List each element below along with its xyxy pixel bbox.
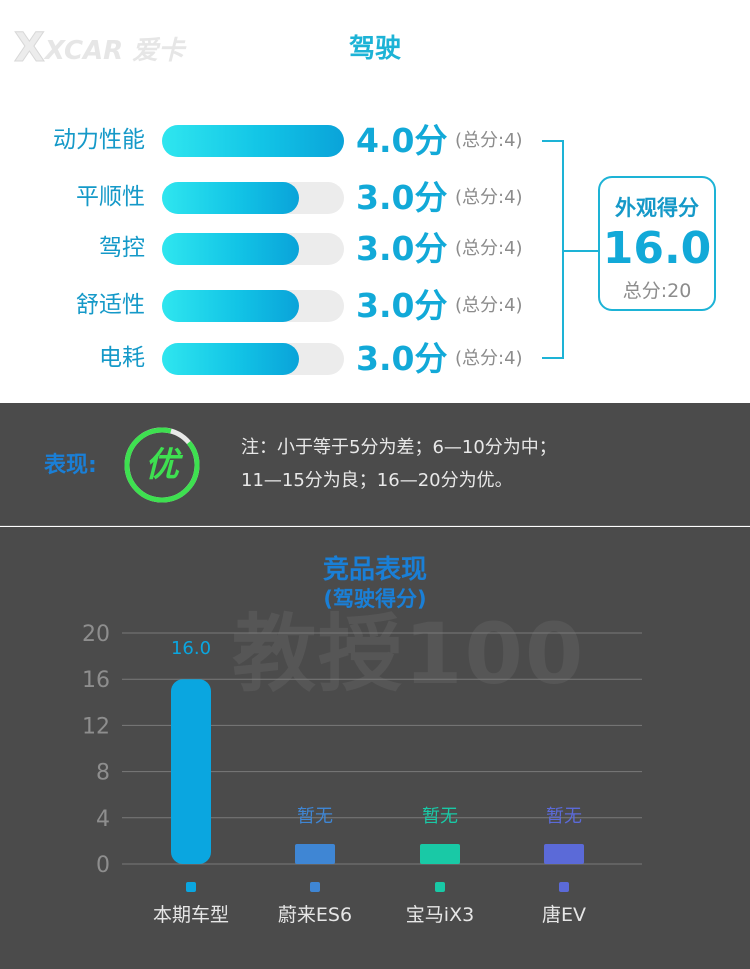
rating-bar-track [162,290,344,322]
rating-label: 舒适性 [76,292,145,318]
y-tick-label: 12 [82,714,110,739]
data-label: 16.0 [171,638,211,659]
y-tick-label: 8 [96,761,110,786]
grading-note-line2: 11—15分为良；16—20分为优。 [241,470,513,491]
rating-score: 3.0分 [356,286,448,325]
bracket-connector-stem [563,250,599,252]
rating-bar-fill [162,343,299,375]
category-label: 蔚来ES6 [278,904,352,926]
chart-subtitle: (驾驶得分) [323,587,427,611]
total-score-box: 外观得分 16.0 总分:20 [598,176,716,311]
rating-score: 3.0分 [356,178,448,217]
legend-marker [435,882,445,892]
legend-marker [310,882,320,892]
rating-max: (总分:4) [455,130,523,151]
data-label: 暂无 [546,806,582,827]
y-tick-label: 0 [96,853,110,878]
grade-badge: 优 [145,445,179,485]
rating-max: (总分:4) [455,187,523,208]
y-tick-label: 16 [82,668,110,693]
total-score-heading: 外观得分 [615,196,699,220]
rating-max: (总分:4) [455,295,523,316]
rating-label: 电耗 [99,345,145,371]
rating-bar-track [162,125,344,157]
rating-bar-fill [162,125,344,157]
bracket-connector [542,140,564,359]
total-score-value: 16.0 [602,223,712,274]
grading-note: 注：小于等于5分为差；6—10分为中； 11—15分为良；16—20分为优。 [241,431,731,497]
logo-text: XCAR 爱卡 [44,35,185,66]
total-score-max: 总分:20 [622,280,692,302]
legend-marker [559,882,569,892]
rating-label: 平顺性 [76,184,145,210]
logo-mark: X [14,25,46,72]
rating-bar-track [162,233,344,265]
category-label: 本期车型 [153,904,229,926]
bar [171,679,211,864]
page-title: 驾驶 [348,34,401,64]
grading-note-line1: 注：小于等于5分为差；6—10分为中； [241,437,557,458]
chart-title: 竞品表现 [322,555,427,585]
rating-bar-track [162,182,344,214]
category-label: 宝马iX3 [406,904,474,926]
data-label: 暂无 [297,806,333,827]
category-label: 唐EV [542,904,586,926]
rating-score: 4.0分 [356,121,448,160]
rating-label: 动力性能 [53,127,145,153]
driving-score-panel: X XCAR 爱卡 驾驶 动力性能 4.0分 (总分:4) 平顺性 3.0分 (总分:4)… [0,0,750,403]
rating-bar-track [162,343,344,375]
bar-placeholder [420,844,460,864]
data-label: 暂无 [422,806,458,827]
grade-ring-icon [124,427,200,503]
rating-bar-fill [162,290,299,322]
rating-max: (总分:4) [455,348,523,369]
y-tick-label: 20 [82,622,110,647]
rating-label: 驾控 [99,235,145,261]
rating-score: 3.0分 [356,229,448,268]
rating-score: 3.0分 [356,339,448,378]
bar-placeholder [544,844,584,864]
y-tick-label: 4 [96,807,110,832]
performance-label: 表现: [44,453,97,478]
rating-bar-fill [162,182,299,214]
watermark: 教授100 [232,605,586,703]
xcar-logo: X XCAR 爱卡 [14,25,185,72]
performance-section: 表现: 优 注：小于等于5分为差；6—10分为中； 11—15分为良；16—20… [0,403,750,526]
rating-max: (总分:4) [455,238,523,259]
competitor-chart-section: 教授100 竞品表现 (驾驶得分) 0 4 8 12 16 20 16.0 本期车型 暂无蔚来E… [0,527,750,969]
rating-bar-fill [162,233,299,265]
legend-marker [186,882,196,892]
bar-placeholder [295,844,335,864]
